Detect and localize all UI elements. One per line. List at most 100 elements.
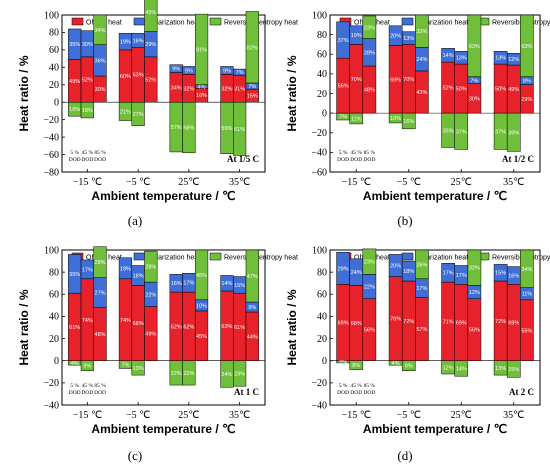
data-label-ohmic: 76% bbox=[390, 317, 401, 323]
data-label-reversible: 2% bbox=[339, 360, 347, 366]
data-label-polarization: 28% bbox=[364, 50, 375, 56]
y-tick-label: 80 bbox=[49, 267, 59, 278]
y-tick-label: 0 bbox=[322, 108, 327, 119]
bar-reversible bbox=[349, 360, 364, 370]
bar-reversible bbox=[144, 0, 158, 32]
x-tick-label: 25℃ bbox=[451, 177, 472, 188]
data-label-ohmic: 30% bbox=[95, 87, 106, 93]
dod-percent-label: 5 % bbox=[70, 150, 79, 156]
data-label-reversible: 33% bbox=[416, 29, 427, 35]
data-label-reversible: 9% bbox=[405, 364, 413, 370]
data-label-reversible: 22% bbox=[171, 371, 182, 377]
data-label-polarization: 29% bbox=[338, 266, 349, 272]
bar-reversible bbox=[520, 249, 534, 288]
data-label-reversible: 82% bbox=[247, 45, 258, 51]
dod-percent-label: 85 % bbox=[94, 383, 106, 389]
x-tick-label: −15 ℃ bbox=[342, 410, 371, 421]
y-tick-label: −80 bbox=[43, 167, 59, 178]
legend-label-reversible: Reversible entropy heat bbox=[224, 254, 298, 261]
data-label-ohmic: 45% bbox=[196, 334, 207, 340]
data-label-ohmic: 62% bbox=[171, 324, 182, 330]
data-label-reversible: 28% bbox=[95, 260, 106, 266]
y-tick-label: 20 bbox=[317, 334, 327, 345]
y-tick-label: 40 bbox=[317, 312, 327, 323]
data-label-polarization: 16% bbox=[508, 273, 519, 279]
data-label-ohmic: 48% bbox=[364, 88, 375, 94]
data-label-reversible: 22% bbox=[183, 371, 194, 377]
data-label-polarization: 30% bbox=[82, 42, 93, 48]
data-label-ohmic: 52% bbox=[82, 78, 93, 84]
legend-swatch-ohmic bbox=[71, 17, 84, 26]
data-label-reversible: 37% bbox=[495, 129, 506, 135]
data-label-ohmic: 60% bbox=[120, 74, 131, 80]
x-tick-label: −5 ℃ bbox=[126, 410, 150, 421]
data-label-polarization: 9% bbox=[223, 68, 231, 74]
data-label-polarization: 8% bbox=[523, 79, 531, 85]
data-label-ohmic: 69% bbox=[338, 321, 349, 327]
data-label-ohmic: 70% bbox=[351, 77, 362, 83]
data-label-ohmic: 63% bbox=[133, 73, 144, 79]
data-label-reversible: 23% bbox=[364, 25, 375, 31]
x-axis-label: Ambient temperature / ℃ bbox=[363, 422, 507, 436]
data-label-polarization: 22% bbox=[364, 285, 375, 291]
dod-percent-label: 5 % bbox=[339, 150, 348, 156]
data-label-polarization: 9% bbox=[185, 68, 193, 74]
data-label-reversible: 47% bbox=[247, 274, 258, 280]
bar-reversible bbox=[144, 250, 158, 283]
y-tick-label: −60 bbox=[311, 167, 327, 178]
legend-swatch-polarization bbox=[133, 252, 146, 261]
bar-reversible bbox=[233, 101, 247, 156]
data-label-polarization: 19% bbox=[120, 266, 131, 272]
bar-reversible bbox=[245, 11, 259, 84]
data-label-ohmic: 74% bbox=[82, 318, 93, 324]
data-label-reversible: 45% bbox=[196, 273, 207, 279]
data-label-reversible: 34% bbox=[521, 267, 532, 273]
data-label-ohmic: 32% bbox=[221, 86, 232, 92]
y-tick-label: 60 bbox=[317, 50, 327, 61]
y-tick-label: 60 bbox=[49, 45, 59, 56]
data-label-ohmic: 61% bbox=[234, 325, 245, 331]
data-label-polarization: 29% bbox=[145, 42, 156, 48]
x-tick-label: −15 ℃ bbox=[73, 177, 102, 188]
data-label-polarization: 20% bbox=[390, 264, 401, 270]
data-label-polarization: 35% bbox=[69, 42, 80, 48]
dod-word-label: DOD bbox=[337, 390, 349, 396]
y-axis-label: Heat ratio / % bbox=[17, 289, 31, 365]
legend-label-polarization: Polarization heat bbox=[416, 254, 468, 261]
data-label-polarization: 17% bbox=[443, 271, 454, 277]
dod-word-label: DOD bbox=[350, 390, 362, 396]
data-label-reversible: 39% bbox=[508, 130, 519, 136]
data-label-reversible: 32% bbox=[469, 266, 480, 272]
data-label-reversible: 28% bbox=[145, 265, 156, 271]
dod-word-label: DOD bbox=[350, 157, 362, 163]
data-label-ohmic: 44% bbox=[247, 334, 258, 340]
y-tick-label: 20 bbox=[317, 89, 327, 100]
data-label-ohmic: 56% bbox=[338, 84, 349, 90]
data-label-polarization: 27% bbox=[95, 291, 106, 297]
y-tick-label: −40 bbox=[311, 400, 327, 411]
data-label-reversible: 16% bbox=[403, 119, 414, 125]
bar-reversible bbox=[131, 360, 145, 376]
data-label-polarization: 36% bbox=[95, 58, 106, 64]
y-tick-label: −60 bbox=[43, 150, 59, 161]
data-label-polarization: 19% bbox=[120, 40, 131, 46]
data-label-ohmic: 55% bbox=[521, 328, 532, 334]
panel-caption: (c) bbox=[128, 448, 142, 463]
data-label-reversible: 35% bbox=[443, 128, 454, 134]
data-label-polarization: 22% bbox=[145, 292, 156, 298]
dod-percent-label: 85 % bbox=[364, 383, 376, 389]
data-label-polarization: 15% bbox=[495, 271, 506, 277]
bar-reversible bbox=[233, 360, 247, 387]
data-label-polarization: 16% bbox=[171, 281, 182, 287]
y-tick-label: 100 bbox=[312, 245, 327, 256]
data-label-polarization: 17% bbox=[183, 281, 194, 287]
data-label-ohmic: 74% bbox=[120, 318, 131, 324]
bar-reversible bbox=[194, 13, 209, 86]
bar-reversible bbox=[401, 360, 416, 371]
data-label-ohmic: 52% bbox=[443, 86, 454, 92]
data-label-reversible: 26% bbox=[416, 262, 427, 268]
bar-reversible bbox=[194, 249, 209, 301]
data-label-ohmic: 29% bbox=[521, 97, 532, 103]
